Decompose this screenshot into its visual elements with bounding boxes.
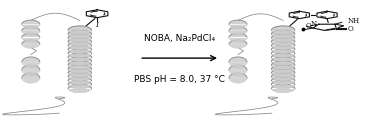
Polygon shape bbox=[271, 76, 295, 85]
Polygon shape bbox=[68, 45, 91, 54]
Text: N: N bbox=[310, 20, 316, 28]
Polygon shape bbox=[68, 69, 91, 77]
Polygon shape bbox=[68, 49, 91, 58]
Polygon shape bbox=[271, 26, 295, 34]
Text: I: I bbox=[96, 21, 99, 29]
Polygon shape bbox=[271, 69, 295, 77]
Polygon shape bbox=[68, 38, 91, 46]
Polygon shape bbox=[229, 57, 247, 67]
Polygon shape bbox=[68, 41, 91, 50]
Polygon shape bbox=[271, 57, 295, 65]
Polygon shape bbox=[271, 45, 295, 54]
Polygon shape bbox=[22, 40, 40, 48]
Polygon shape bbox=[68, 76, 91, 85]
Polygon shape bbox=[22, 65, 40, 75]
Polygon shape bbox=[22, 20, 40, 29]
Text: O: O bbox=[305, 22, 311, 30]
Polygon shape bbox=[271, 38, 295, 46]
Polygon shape bbox=[229, 40, 247, 48]
Polygon shape bbox=[229, 33, 247, 42]
Polygon shape bbox=[68, 57, 91, 65]
Polygon shape bbox=[271, 80, 295, 89]
Text: NH: NH bbox=[348, 17, 360, 25]
Polygon shape bbox=[68, 30, 91, 38]
Polygon shape bbox=[271, 84, 295, 93]
Polygon shape bbox=[22, 27, 40, 35]
Polygon shape bbox=[22, 73, 40, 83]
Polygon shape bbox=[68, 26, 91, 34]
Polygon shape bbox=[271, 61, 295, 69]
Polygon shape bbox=[68, 80, 91, 89]
Text: NOBA, Na₂PdCl₄: NOBA, Na₂PdCl₄ bbox=[144, 34, 215, 43]
Polygon shape bbox=[229, 20, 247, 29]
Polygon shape bbox=[271, 53, 295, 62]
Polygon shape bbox=[22, 33, 40, 42]
Polygon shape bbox=[229, 73, 247, 83]
Polygon shape bbox=[271, 65, 295, 73]
Polygon shape bbox=[68, 34, 91, 42]
Polygon shape bbox=[271, 30, 295, 38]
Polygon shape bbox=[271, 34, 295, 42]
Polygon shape bbox=[271, 49, 295, 58]
Polygon shape bbox=[271, 72, 295, 81]
Polygon shape bbox=[68, 53, 91, 62]
Polygon shape bbox=[68, 84, 91, 93]
Polygon shape bbox=[68, 61, 91, 69]
Polygon shape bbox=[229, 27, 247, 35]
Text: O: O bbox=[348, 25, 353, 33]
Polygon shape bbox=[229, 65, 247, 75]
Polygon shape bbox=[68, 65, 91, 73]
Polygon shape bbox=[22, 57, 40, 67]
Polygon shape bbox=[68, 72, 91, 81]
Text: PBS pH = 8.0, 37 °C: PBS pH = 8.0, 37 °C bbox=[134, 76, 225, 84]
Polygon shape bbox=[271, 41, 295, 50]
